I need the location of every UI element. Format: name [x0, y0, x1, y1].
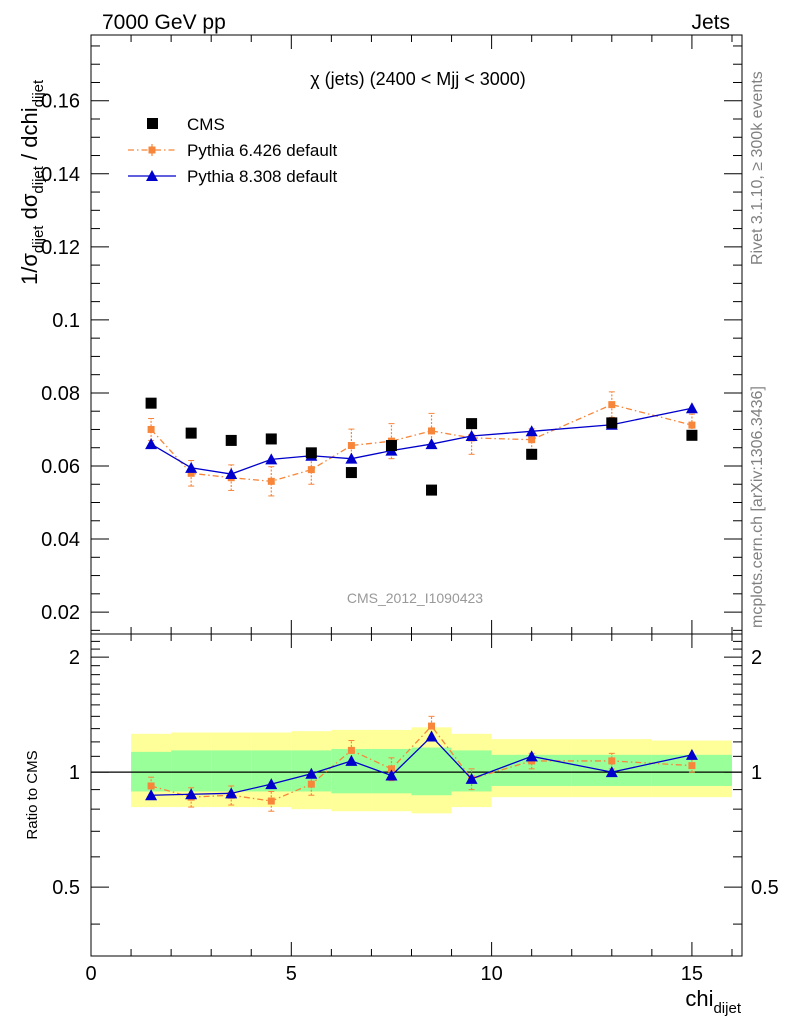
ratio-pythia6-point	[267, 797, 275, 805]
ratio-axes: 0 5 10 15 0.5 0.5 1 1 2 2	[52, 634, 779, 985]
pythia6-point	[608, 401, 616, 409]
x-tick-label: 15	[681, 963, 703, 985]
cms-point	[145, 397, 157, 409]
pythia8-point	[425, 438, 438, 450]
x-axis-label: chidijet	[685, 986, 741, 1017]
header-right: Jets	[691, 11, 730, 34]
pythia6-point	[528, 436, 536, 444]
ratio-pythia6-point	[387, 765, 395, 773]
legend-cms-label: CMS	[187, 115, 225, 134]
ratio-pythia8-point	[385, 769, 398, 781]
ratio-y-tick-label-right: 0.5	[751, 877, 779, 899]
green-band	[211, 750, 252, 792]
ratio-y-tick-label-left: 0.5	[52, 877, 80, 899]
pythia8-point	[345, 452, 358, 464]
pythia8-point	[685, 402, 698, 414]
cms-point	[305, 447, 317, 459]
ratio-pythia8-point	[685, 748, 698, 760]
ratio-y-tick-label-left: 2	[69, 647, 80, 669]
pythia6-point	[428, 427, 436, 435]
ratio-pythia6-point	[307, 780, 315, 788]
green-band	[411, 747, 452, 796]
chart-title: χ (jets) (2400 < Mjj < 3000)	[310, 69, 526, 89]
main-y-tick-label: 0.12	[41, 237, 80, 259]
pythia6-point	[187, 469, 195, 477]
ratio-pythia8-point	[605, 766, 618, 778]
main-plot-area	[145, 391, 698, 497]
pythia8-point	[265, 453, 278, 465]
pythia6-line	[150, 403, 693, 482]
main-y-tick-label: 0.08	[41, 383, 80, 405]
green-band	[171, 750, 212, 792]
cms-point	[606, 417, 618, 429]
cms-point	[385, 440, 397, 452]
legend-cms-marker	[147, 118, 158, 129]
legend-pythia6-label: Pythia 6.426 default	[187, 141, 338, 160]
pythia6-point	[147, 425, 155, 433]
main-y-tick-label: 0.1	[52, 310, 80, 332]
ratio-pythia8-point	[265, 778, 278, 790]
pythia8-point	[465, 430, 478, 442]
legend-pythia8-label: Pythia 8.308 default	[187, 167, 338, 186]
ratio-pythia8-point	[525, 750, 538, 762]
ratio-y-tick-label-right: 1	[751, 762, 762, 784]
ratio-pythia6-point	[688, 762, 696, 770]
ratio-pythia8-point	[425, 730, 438, 742]
cms-point	[526, 448, 538, 460]
watermark: CMS_2012_I1090423	[347, 590, 483, 606]
ratio-pythia8-point	[225, 787, 238, 799]
ratio-y-tick-label-left: 1	[69, 762, 80, 784]
cms-point	[466, 418, 478, 430]
cms-point	[225, 434, 237, 446]
pythia8-point	[145, 438, 158, 450]
main-y-tick-label: 0.06	[41, 456, 80, 478]
ratio-pythia8-point	[185, 788, 198, 800]
pythia8-point	[225, 468, 238, 480]
cms-point	[185, 427, 197, 439]
legend-pythia8-marker	[146, 170, 158, 181]
ratio-panel-frame	[90, 633, 743, 957]
cms-point	[345, 467, 357, 479]
header-left: 7000 GeV pp	[102, 11, 226, 34]
pythia6-point	[307, 466, 315, 474]
main-y-tick-label: 0.02	[41, 602, 80, 624]
main-axes: 0.02 0.04 0.06 0.08 0.1 0.12 0.14 0.16	[41, 35, 742, 634]
pythia8-line	[150, 407, 693, 475]
pythia6-point	[688, 421, 696, 429]
ratio-pythia6-point	[608, 757, 616, 765]
mcplots-label: mcplots.cern.ch [arXiv:1306.3436]	[749, 386, 766, 628]
ratio-plot-area	[91, 715, 742, 812]
rivet-label: Rivet 3.1.10, ≥ 300k events	[749, 71, 766, 265]
pythia8-point	[185, 461, 198, 473]
legend-pythia6-marker	[148, 146, 156, 154]
main-y-tick-label: 0.04	[41, 529, 80, 551]
ratio-pythia6-point	[347, 746, 355, 754]
ratio-pythia8-point	[345, 754, 358, 766]
ratio-pythia8-line	[151, 735, 693, 796]
pythia6-point	[347, 442, 355, 450]
cms-point	[265, 433, 277, 445]
ratio-pythia6-line	[150, 725, 692, 802]
pythia6-point	[267, 477, 275, 485]
cms-point	[686, 429, 698, 441]
ratio-y-tick-label-right: 2	[751, 647, 762, 669]
ratio-y-axis-label: Ratio to CMS	[24, 750, 41, 839]
x-tick-label: 0	[85, 963, 96, 985]
ratio-pythia8-point	[145, 789, 158, 801]
main-y-tick-label: 0.14	[41, 164, 80, 186]
legend: CMS Pythia 6.426 default Pythia 8.308 de…	[128, 115, 338, 186]
x-tick-label: 10	[480, 963, 502, 985]
ratio-pythia6-point	[428, 722, 436, 730]
ratio-pythia6-point	[147, 782, 155, 790]
ratio-pythia8-point	[465, 772, 478, 784]
ratio-pythia8-point	[305, 767, 318, 779]
cms-point	[426, 484, 438, 496]
main-y-axis-label: 1/σdijet dσdijet / dchidijet	[17, 79, 47, 285]
x-tick-label: 5	[286, 963, 297, 985]
pythia8-point	[525, 425, 538, 437]
main-y-tick-label: 0.16	[41, 91, 80, 113]
